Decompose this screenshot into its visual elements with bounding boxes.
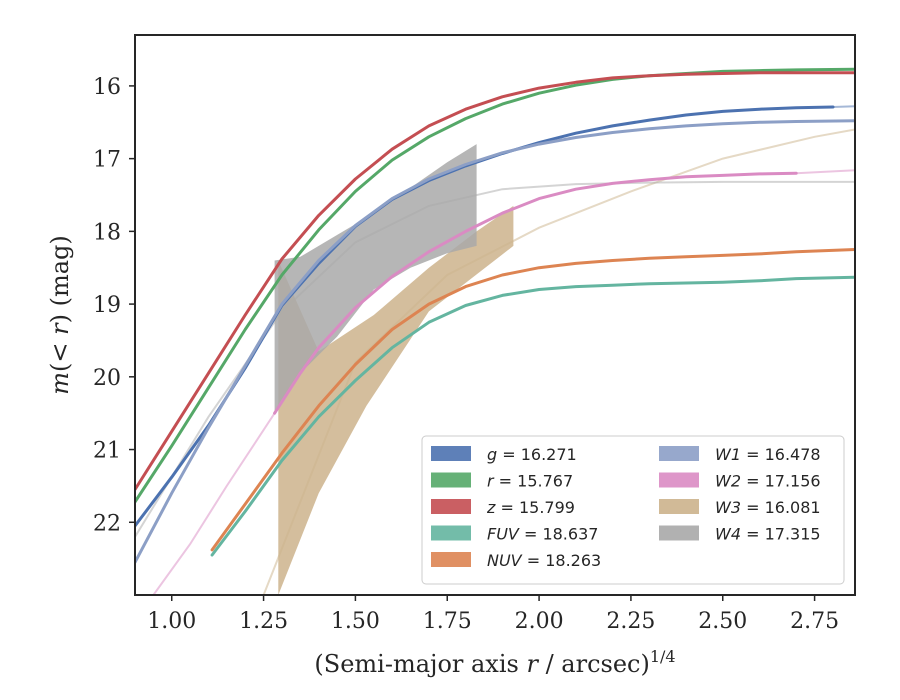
x-axis-label: (Semi-major axis r / arcsec)1/4 bbox=[314, 647, 675, 678]
x-axis: 1.00 1.25 1.50 1.75 2.00 2.25 2.50 2.75 bbox=[147, 595, 839, 634]
series-faint-line-6 bbox=[796, 169, 855, 175]
x-tick-label: 1.25 bbox=[239, 609, 288, 634]
y-tick-label: 17 bbox=[93, 148, 121, 173]
y-tick-label: 18 bbox=[93, 220, 121, 245]
legend-label: g = 16.271 bbox=[487, 445, 577, 464]
legend-label: r = 15.767 bbox=[487, 472, 573, 491]
legend-swatch bbox=[659, 499, 699, 514]
y-tick-label: 22 bbox=[93, 511, 121, 536]
x-tick-label: 2.50 bbox=[698, 609, 747, 634]
series-line-2 bbox=[135, 71, 855, 491]
legend-swatch bbox=[431, 446, 471, 461]
legend-swatch bbox=[431, 525, 471, 541]
series-band-8 bbox=[274, 144, 477, 414]
legend-label: W3 = 16.081 bbox=[715, 498, 821, 517]
y-tick-label: 19 bbox=[93, 293, 121, 318]
legend-label: W2 = 17.156 bbox=[715, 472, 821, 491]
x-tick-label: 1.50 bbox=[331, 609, 380, 634]
series-line-6 bbox=[273, 171, 798, 415]
legend-label: W1 = 16.478 bbox=[715, 445, 821, 464]
series-faint-line-0 bbox=[832, 105, 855, 108]
legend-swatch bbox=[659, 472, 699, 488]
y-tick-label: 21 bbox=[93, 439, 121, 464]
x-tick-label: 1.75 bbox=[423, 609, 472, 634]
legend-swatch bbox=[659, 446, 699, 461]
legend-swatch bbox=[659, 525, 699, 541]
series-line-5 bbox=[135, 119, 855, 564]
legend-label: NUV = 18.263 bbox=[487, 551, 601, 570]
y-tick-label: 20 bbox=[93, 366, 121, 391]
legend-box bbox=[421, 435, 845, 585]
legend-label: z = 15.799 bbox=[486, 498, 575, 517]
plot-frame bbox=[134, 34, 856, 596]
x-tick-label: 1.00 bbox=[147, 609, 196, 634]
x-tick-label: 2.75 bbox=[790, 609, 839, 634]
x-tick-label: 2.00 bbox=[515, 609, 564, 634]
series-line-3 bbox=[210, 275, 855, 557]
y-tick-label: 16 bbox=[93, 75, 121, 100]
series-line-1 bbox=[135, 67, 855, 504]
y-axis: 16 17 18 19 20 21 22 bbox=[93, 75, 135, 536]
legend: g = 16.271 r = 15.767 z = 15.799 FUV = 18.6… bbox=[421, 435, 845, 585]
legend-swatch bbox=[431, 552, 471, 567]
legend-label: FUV = 18.637 bbox=[487, 525, 598, 544]
legend-swatch bbox=[431, 472, 471, 488]
series-line-4 bbox=[210, 248, 855, 552]
y-axis-label: m(< r) (mag) bbox=[46, 235, 74, 395]
legend-label: W4 = 17.315 bbox=[715, 525, 821, 544]
x-tick-label: 2.25 bbox=[606, 609, 655, 634]
series-faint-line-6 bbox=[152, 412, 276, 595]
legend-swatch bbox=[431, 499, 471, 514]
plot-area bbox=[135, 67, 855, 595]
